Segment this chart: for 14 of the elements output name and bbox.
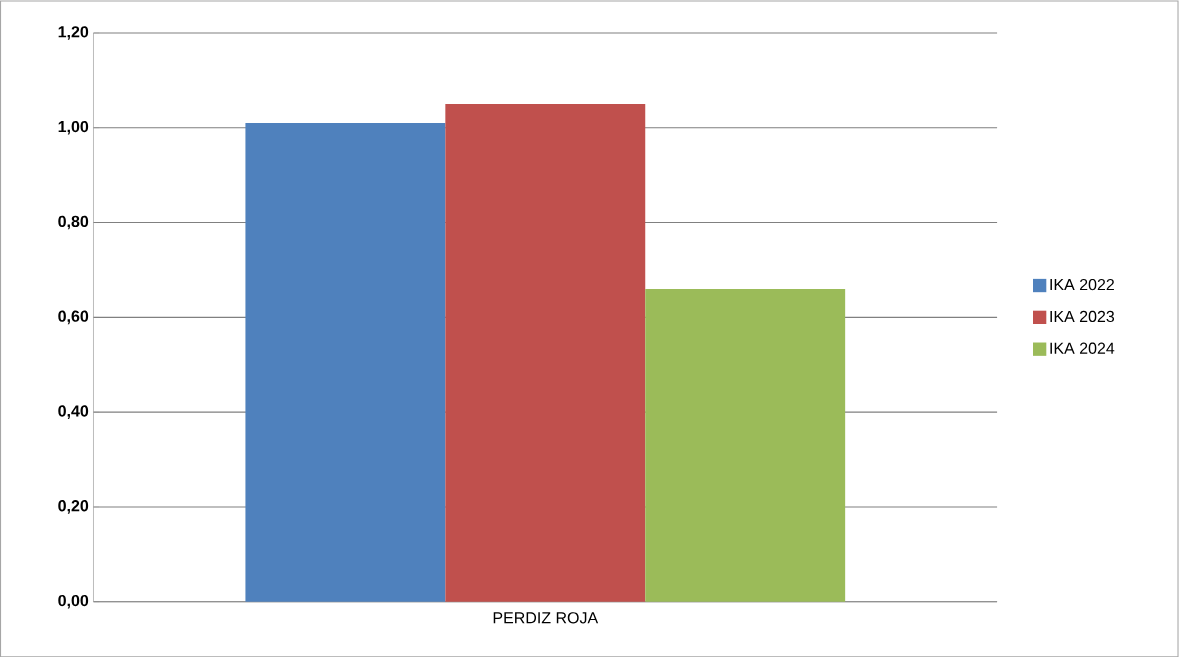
y-tick-label: 0,20: [58, 500, 89, 514]
x-tick-label: PERDIZ ROJA: [493, 612, 599, 624]
bar: [245, 122, 446, 602]
bar: [445, 103, 646, 602]
legend-label: IKA 2023: [1050, 310, 1115, 322]
y-tick-label: 1,20: [58, 26, 89, 40]
y-tick-label: 1,00: [58, 120, 89, 135]
legend-label: IKA 2022: [1050, 278, 1114, 291]
legend-label: IKA 2024: [1050, 342, 1115, 354]
y-tick-label: 0,40: [58, 405, 89, 419]
bar: [645, 288, 846, 602]
y-tick-label: 0,00: [58, 594, 89, 609]
y-tick-label: 0,60: [58, 310, 89, 325]
y-tick-label: 0,80: [58, 215, 89, 230]
